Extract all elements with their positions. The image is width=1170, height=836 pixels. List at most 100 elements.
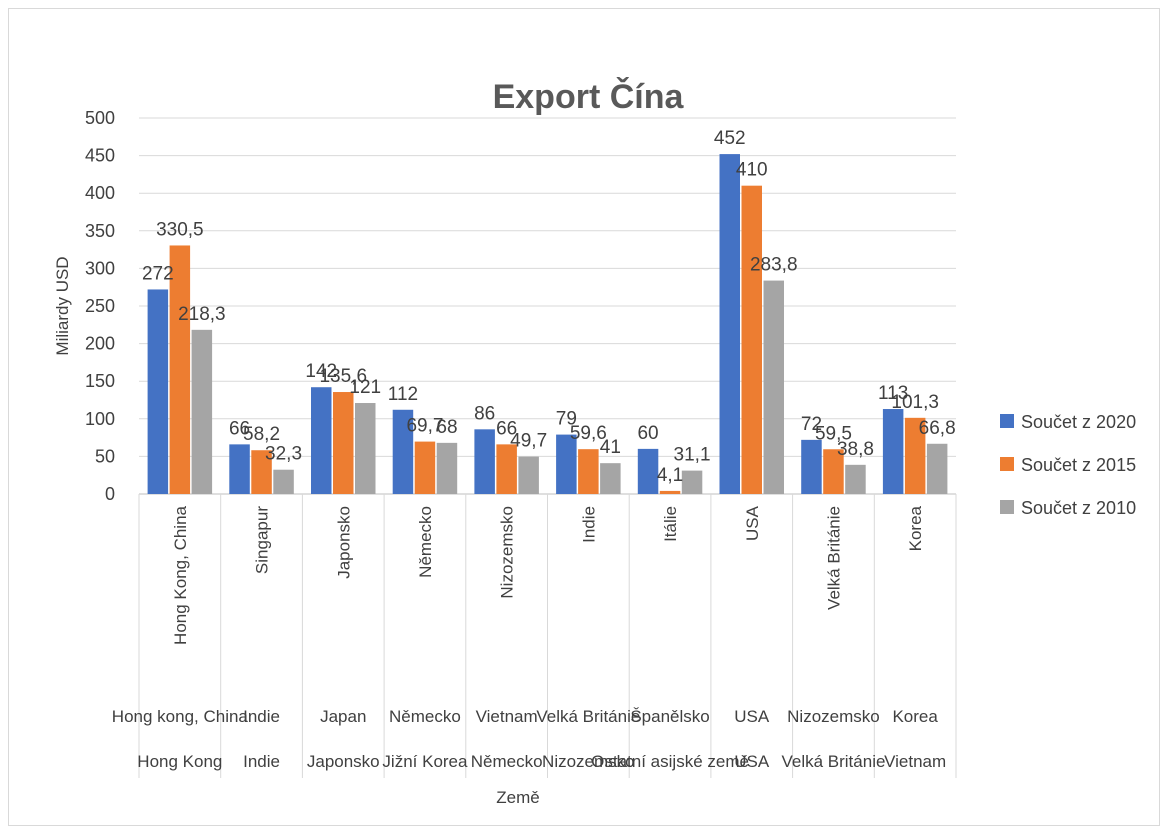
x-tick-label-level3: Ostatní asijské země [591,752,749,771]
data-label: 49,7 [510,431,547,452]
data-label: 410 [736,160,768,181]
data-label: 58,2 [243,424,280,445]
bar [191,329,213,494]
y-tick-label: 500 [85,108,115,128]
y-tick-label: 450 [85,146,115,166]
data-label: 330,5 [156,219,204,240]
x-tick-label-level3: Jižní Korea [382,752,468,771]
x-tick-label-level2: Německo [389,707,461,726]
data-label: 272 [142,263,174,284]
bar [637,448,659,494]
bar [578,449,599,494]
x-tick-label-level3: Německo [471,752,543,771]
data-label: 38,8 [837,439,874,460]
bar [600,463,621,494]
bar [229,444,250,494]
data-label: 59,5 [815,423,852,444]
x-tick-label-level2: Nizozemsko [787,707,880,726]
data-label: 32,3 [265,444,302,465]
data-label: 66,8 [919,418,956,439]
y-tick-label: 200 [85,334,115,354]
data-label: 66 [229,418,250,439]
bar [719,154,740,494]
data-label: 101,3 [891,392,939,413]
x-tick-label: USA [743,505,762,541]
x-tick-label-level3: Nizozemsko [542,752,635,771]
bars [147,154,948,494]
legend-swatch [1000,414,1014,428]
x-tick-label-level2: USA [734,707,770,726]
bar [251,450,272,494]
bar [556,434,577,494]
y-tick-label: 400 [85,183,115,203]
bar [436,442,458,494]
data-label: 79 [556,409,577,430]
data-label: 86 [474,403,495,424]
x-tick-label: Japonsko [334,506,353,579]
legend-entry: Součet z 2015 [1021,455,1136,475]
legend-swatch [1000,500,1014,514]
bar [845,464,866,494]
bar [147,289,169,494]
y-tick-label: 250 [85,296,115,316]
bar [823,449,844,494]
x-axis-title: Země [496,788,539,807]
bar [333,392,354,494]
y-tick-label: 50 [95,446,115,466]
bar [659,490,681,494]
gridlines [138,117,957,778]
x-tick-label-level2: Japan [320,707,366,726]
x-tick-label: Nizozemsko [498,506,517,599]
data-label: 112 [388,384,418,405]
bar [882,409,904,494]
data-label: 283,8 [750,255,798,276]
x-tick-label-level2: Velká Británie [536,707,640,726]
y-tick-label: 100 [85,409,115,429]
x-tick-label: Singapur [253,506,272,574]
data-label: 142 [305,361,337,382]
data-label: 31,1 [674,445,711,466]
bar [414,441,436,494]
bar [355,403,376,494]
bar [801,439,822,494]
data-label: 135,6 [319,366,367,387]
data-label: 66 [496,418,517,439]
bar [474,429,495,494]
x-tick-label-level2: Indie [243,707,280,726]
x-tick-label-level2: Španělsko [630,707,709,726]
x-tick-label-level2: Hong kong, China [112,707,249,726]
y-tick-label: 350 [85,221,115,241]
bar [681,470,703,494]
x-tick-label: Korea [906,505,925,551]
legend-swatch [1000,457,1014,471]
x-tick-label-level2: Vietnam [476,707,538,726]
data-label: 41 [600,437,621,458]
bar [763,280,784,494]
bar [311,387,332,494]
x-tick-label-level3: Velká Británie [781,752,885,771]
bar [904,417,926,494]
data-label: 60 [637,423,658,444]
x-tick-label: Itálie [661,506,680,542]
x-tick-label-level3: USA [734,752,770,771]
bar [169,245,191,494]
y-tick-label: 0 [105,484,115,504]
x-tick-label-level3: Hong Kong [137,752,222,771]
bar [392,409,414,494]
data-label: 72 [801,414,822,435]
legend: Součet z 2020 Součet z 2015 Součet z 2010 [1000,412,1136,518]
bar [273,469,294,494]
x-tick-label-level2: Korea [892,707,938,726]
data-label: 69,7 [406,416,443,437]
x-tick-label: Německo [416,506,435,578]
data-label: 452 [714,128,746,149]
y-axis-title: Miliardy USD [53,256,72,355]
category-labels: Hong Kong, China Singapur Japonsko Německo N… [112,505,946,771]
data-label: 218,3 [178,304,226,325]
x-tick-label: Indie [579,506,598,543]
bar [741,185,762,494]
data-label: 121 [349,377,381,398]
y-tick-label: 150 [85,371,115,391]
